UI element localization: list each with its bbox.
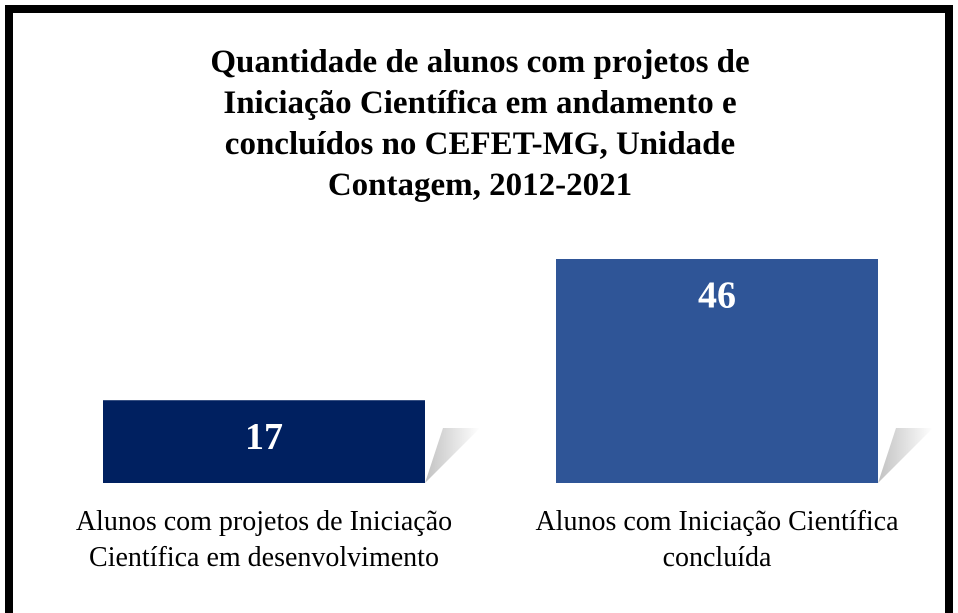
value-label: 46	[698, 275, 736, 317]
value-label: 17	[245, 416, 283, 458]
bar-shadow	[425, 428, 480, 483]
bar	[556, 259, 878, 483]
category-label: Alunos com projetos de Iniciação Científ…	[75, 506, 453, 573]
page: Quantidade de alunos com projetos de Ini…	[5, 5, 953, 613]
chart-frame	[5, 5, 953, 613]
category-label: Alunos com Iniciação Científica concluíd…	[535, 506, 899, 573]
bar-shadow	[878, 428, 933, 483]
chart-title: Quantidade de alunos com projetos de Ini…	[210, 44, 750, 203]
bar	[103, 400, 425, 483]
